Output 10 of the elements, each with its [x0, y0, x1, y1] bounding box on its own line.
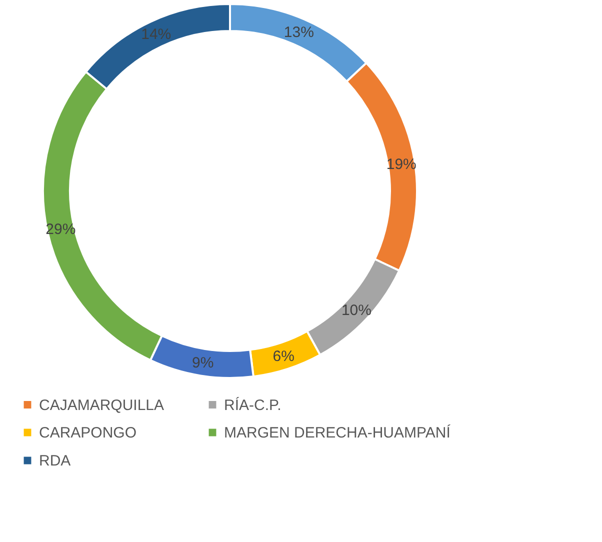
data-label: 13%	[284, 24, 314, 41]
legend-label: CARAPONGO	[39, 424, 137, 442]
data-label: 10%	[341, 302, 372, 319]
data-label: 14%	[141, 26, 172, 44]
legend-label: RDA	[39, 452, 71, 470]
data-label: 6%	[272, 348, 294, 366]
data-label: 9%	[192, 354, 214, 372]
legend-label: MARGEN DERECHA-HUAMPANÍ	[224, 424, 452, 442]
legend-label: CAJAMARQUILLA	[39, 396, 164, 414]
legend-label: RÍA-C.P.	[224, 396, 282, 414]
